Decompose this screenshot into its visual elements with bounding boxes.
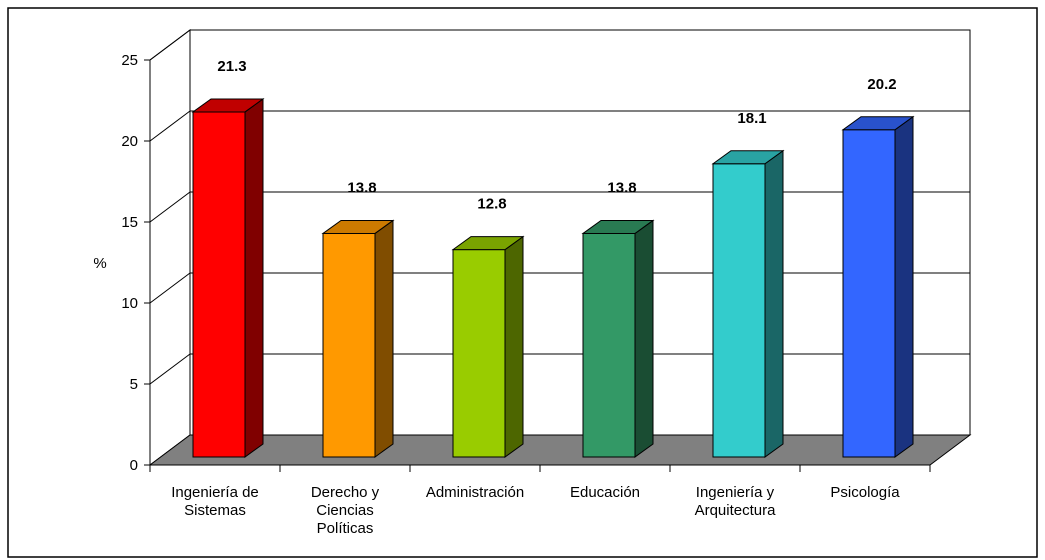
bar: [581, 219, 655, 458]
y-tick-label: 15: [121, 214, 138, 231]
bar-front: [842, 129, 896, 458]
bar-top: [191, 98, 265, 113]
x-tick-label: Ingeniería de Sistemas: [171, 484, 259, 519]
bar-front: [712, 163, 766, 458]
bar-top: [581, 219, 655, 234]
y-tick-label: 0: [130, 457, 138, 474]
x-axis: Ingeniería de Sistemas Derecho y Ciencias Po…: [149, 464, 931, 537]
plot-walls: [149, 29, 971, 466]
data-label: 12.8: [477, 196, 506, 213]
x-tick-label: Derecho y Ciencias Políticas: [311, 484, 380, 537]
y-axis: 0 5 10 15 20 25: [121, 52, 151, 474]
gridlines: [149, 29, 970, 385]
bar: [711, 149, 785, 458]
bar-top: [711, 150, 785, 165]
gridline-side: [149, 191, 191, 223]
bar-front: [452, 249, 506, 458]
side-wall: [149, 29, 191, 466]
bar: [841, 115, 915, 458]
bar-front: [192, 111, 246, 458]
x-tick-label: Educación: [570, 484, 640, 501]
x-tick-label: Administración: [426, 484, 524, 501]
bar-top: [451, 236, 525, 251]
bar-side: [764, 149, 784, 458]
data-label: 13.8: [607, 179, 636, 196]
data-labels: 21.3 13.8 12.8 13.8 18.1 20.2: [217, 58, 896, 213]
bar-side: [634, 219, 654, 458]
bar: [451, 235, 525, 458]
gridline-side: [149, 110, 191, 142]
bar-side: [374, 219, 394, 458]
y-tick-label: 25: [121, 52, 138, 69]
bar-front: [322, 232, 376, 458]
bar-side: [244, 97, 264, 458]
bar-top: [841, 116, 915, 131]
data-label: 13.8: [347, 179, 376, 196]
data-label: 20.2: [867, 76, 896, 93]
gridline-side: [149, 272, 191, 304]
y-tick-label: 5: [130, 376, 138, 393]
bar: [191, 97, 265, 458]
bar-front: [582, 232, 636, 458]
bar-side: [894, 115, 914, 458]
y-tick-label: 10: [121, 295, 138, 312]
gridline-side: [149, 353, 191, 385]
x-tick-label: Ingeniería y Arquitectura: [695, 484, 777, 519]
bar-top: [321, 219, 395, 234]
y-tick-label: 20: [121, 133, 138, 150]
data-label: 18.1: [737, 110, 766, 127]
data-label: 21.3: [217, 58, 246, 75]
y-axis-label: %: [93, 255, 106, 272]
bar: [321, 219, 395, 458]
bar-side: [504, 235, 524, 458]
gridline-side: [149, 29, 191, 61]
x-tick-label: Psicología: [830, 484, 900, 501]
bars: [191, 97, 915, 458]
